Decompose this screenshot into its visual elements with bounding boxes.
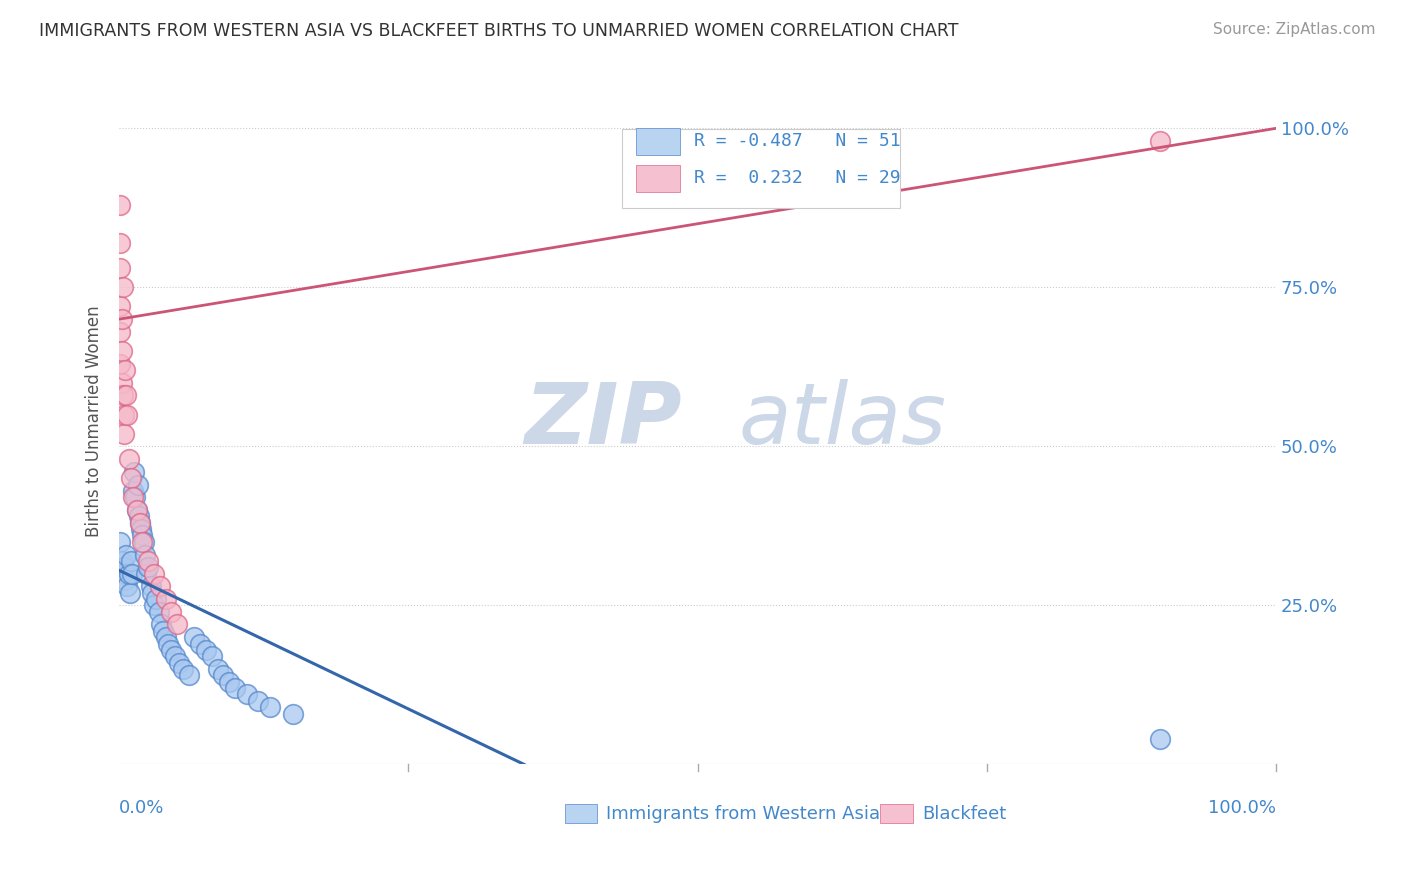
Point [136, 560, 159, 574]
Point [143, 599, 166, 613]
Point [281, 706, 304, 721]
Point [111, 280, 134, 294]
Point [152, 624, 174, 638]
Text: Immigrants from Western Asia: Immigrants from Western Asia [606, 805, 880, 823]
Text: R =  0.232   N = 29: R = 0.232 N = 29 [695, 169, 901, 187]
Point [160, 643, 183, 657]
Point [1149, 134, 1171, 148]
Point [117, 566, 139, 581]
Text: 100.0%: 100.0% [1208, 798, 1277, 817]
Point [110, 197, 132, 211]
Text: atlas: atlas [738, 379, 946, 462]
FancyBboxPatch shape [565, 805, 598, 823]
Point [212, 668, 235, 682]
Point [172, 662, 194, 676]
Point [111, 566, 134, 581]
Point [149, 579, 172, 593]
Point [125, 503, 148, 517]
Text: IMMIGRANTS FROM WESTERN ASIA VS BLACKFEET BIRTHS TO UNMARRIED WOMEN CORRELATION : IMMIGRANTS FROM WESTERN ASIA VS BLACKFEE… [39, 22, 959, 40]
Point [114, 363, 136, 377]
Point [125, 503, 148, 517]
Point [114, 573, 136, 587]
Point [110, 343, 132, 358]
Point [121, 566, 143, 581]
Text: Blackfeet: Blackfeet [922, 805, 1007, 823]
Point [131, 528, 153, 542]
Point [117, 452, 139, 467]
Text: ZIP: ZIP [524, 379, 682, 462]
Point [110, 554, 132, 568]
Point [149, 617, 172, 632]
Point [110, 376, 132, 390]
Point [145, 592, 167, 607]
Point [128, 509, 150, 524]
Point [201, 649, 224, 664]
Point [129, 522, 152, 536]
Point [195, 643, 218, 657]
Y-axis label: Births to Unmarried Women: Births to Unmarried Women [86, 305, 103, 537]
Point [112, 426, 135, 441]
Point [115, 548, 138, 562]
Point [177, 668, 200, 682]
Point [141, 585, 163, 599]
Point [155, 592, 177, 607]
Point [163, 649, 186, 664]
Point [1149, 731, 1171, 746]
Point [124, 490, 146, 504]
Point [111, 388, 134, 402]
Point [132, 534, 155, 549]
Point [135, 566, 157, 581]
Point [160, 605, 183, 619]
Point [127, 477, 149, 491]
Point [110, 534, 132, 549]
FancyBboxPatch shape [637, 165, 681, 192]
Point [115, 388, 138, 402]
Point [129, 516, 152, 530]
FancyBboxPatch shape [880, 805, 912, 823]
Point [110, 312, 132, 326]
Point [183, 630, 205, 644]
Point [129, 516, 152, 530]
Point [120, 471, 142, 485]
Point [110, 325, 132, 339]
Point [110, 235, 132, 250]
Text: R = -0.487   N = 51: R = -0.487 N = 51 [695, 132, 901, 151]
Point [122, 483, 145, 498]
Point [188, 636, 211, 650]
Point [155, 630, 177, 644]
Point [118, 585, 141, 599]
Point [110, 357, 132, 371]
Point [259, 700, 281, 714]
Point [117, 579, 139, 593]
Point [143, 566, 166, 581]
Point [136, 554, 159, 568]
Point [156, 636, 179, 650]
Point [169, 656, 191, 670]
Point [207, 662, 229, 676]
Point [110, 261, 132, 276]
Point [124, 465, 146, 479]
Point [166, 617, 188, 632]
Point [112, 408, 135, 422]
Point [247, 694, 270, 708]
Point [148, 605, 170, 619]
Point [224, 681, 246, 695]
Text: Source: ZipAtlas.com: Source: ZipAtlas.com [1212, 22, 1375, 37]
Point [117, 408, 139, 422]
Point [131, 534, 153, 549]
Point [134, 548, 156, 562]
FancyBboxPatch shape [623, 129, 900, 208]
Text: 0.0%: 0.0% [120, 798, 165, 817]
Point [112, 560, 135, 574]
Point [120, 554, 142, 568]
Point [110, 300, 132, 314]
FancyBboxPatch shape [637, 128, 681, 155]
Point [235, 688, 257, 702]
Point [218, 674, 240, 689]
Point [122, 490, 145, 504]
Point [139, 579, 162, 593]
